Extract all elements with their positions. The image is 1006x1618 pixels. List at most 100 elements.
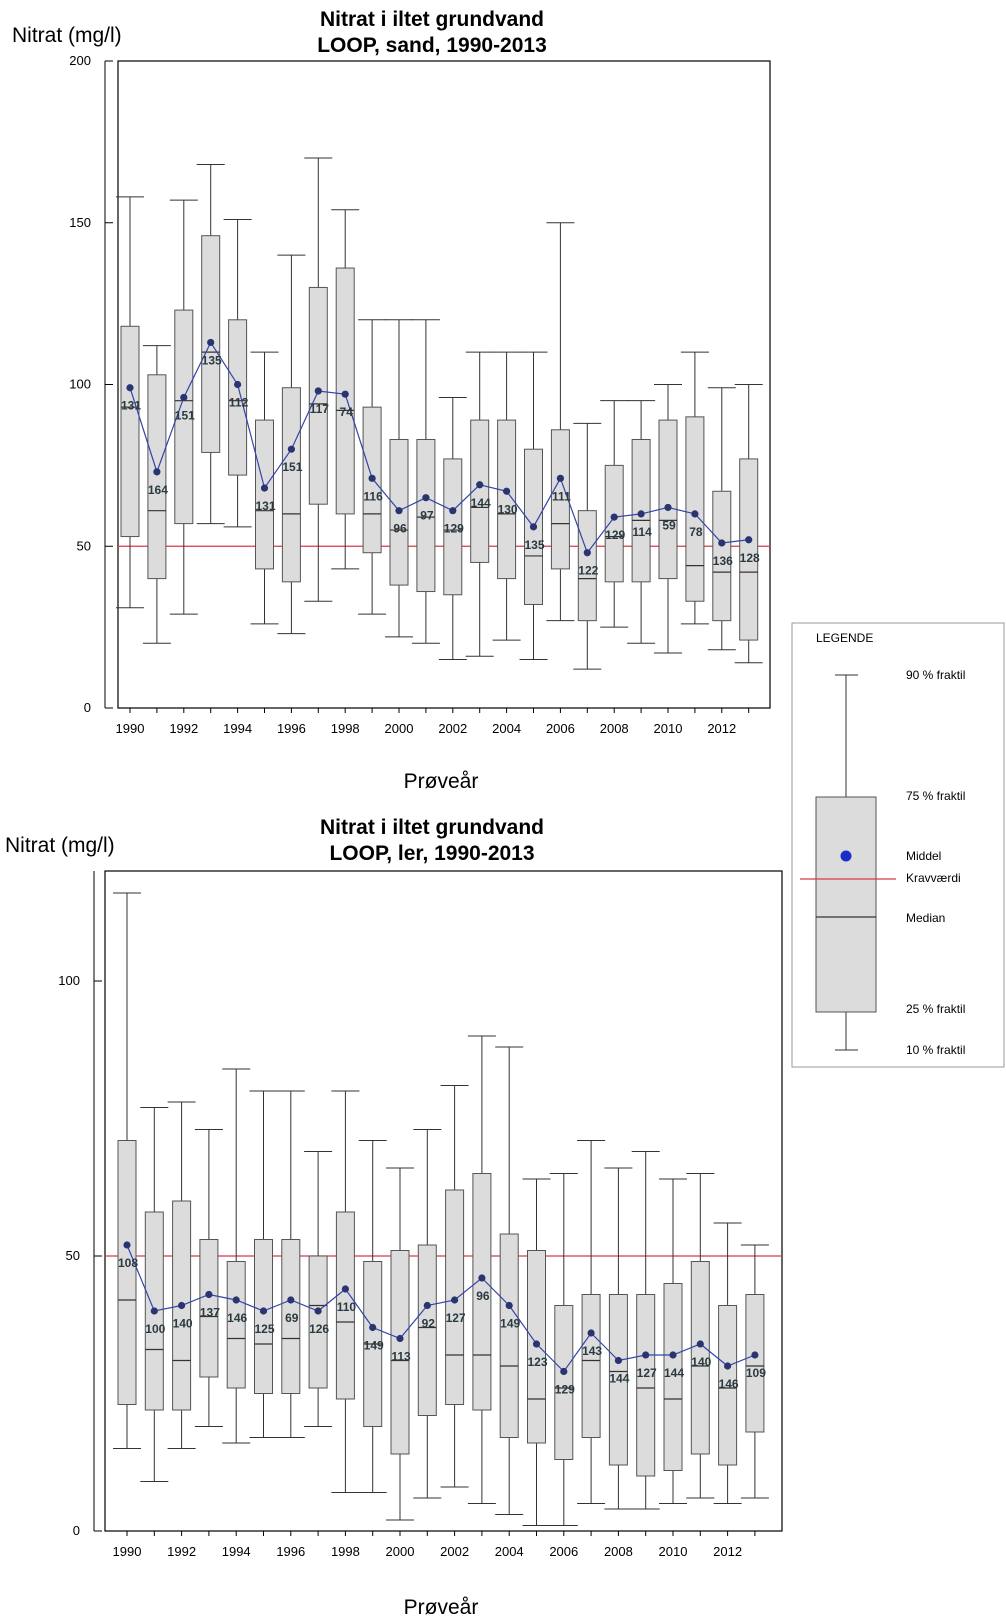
sample-count-label: 127: [637, 1366, 657, 1380]
x-tick-label: 2002: [440, 1544, 469, 1559]
chart-sand-title-line2: LOOP, sand, 1990-2013: [317, 34, 547, 57]
iqr-box: [577, 510, 597, 622]
chart-sand-x-axis-label: Prøveår: [404, 770, 479, 793]
sample-count-label: 144: [609, 1372, 629, 1386]
mean-point: [451, 1296, 459, 1304]
sample-count-label: 126: [309, 1322, 329, 1336]
mean-point: [180, 393, 188, 402]
sample-count-label: 131: [255, 499, 275, 513]
x-tick-label: 2008: [600, 721, 629, 736]
sample-count-label: 96: [393, 522, 407, 536]
mean-point: [610, 513, 618, 521]
legend-label-requirement: Kravværdi: [906, 871, 961, 885]
mean-point: [395, 507, 403, 515]
legend-label-mean: Middel: [906, 849, 941, 863]
chart-sand-title-line1: Nitrat i iltet grundvand: [320, 8, 544, 31]
iqr-box: [174, 309, 194, 525]
mean-point: [642, 1351, 650, 1359]
x-tick-label: 1990: [116, 721, 145, 736]
mean-point: [556, 474, 565, 482]
sample-count-label: 135: [202, 353, 222, 367]
mean-point: [260, 484, 269, 492]
sample-count-label: 108: [118, 1256, 138, 1270]
mean-point: [287, 445, 295, 453]
x-tick-label: 1998: [331, 721, 360, 736]
mean-point: [369, 1323, 377, 1332]
iqr-box: [745, 1294, 765, 1433]
sample-count-label: 146: [719, 1377, 739, 1391]
sample-count-label: 92: [422, 1317, 436, 1331]
sample-count-label: 135: [524, 538, 544, 552]
sample-count-label: 136: [713, 554, 733, 568]
x-tick-label: 1994: [222, 1544, 251, 1559]
iqr-box: [281, 1239, 301, 1394]
mean-point: [587, 1329, 595, 1337]
iqr-box: [472, 1173, 492, 1411]
mean-point: [614, 1356, 623, 1365]
mean-point: [724, 1362, 732, 1370]
sample-count-label: 112: [229, 396, 249, 410]
iqr-box: [712, 490, 732, 622]
mean-point: [745, 536, 753, 544]
mean-point: [259, 1307, 268, 1315]
mean-point: [396, 1334, 404, 1343]
iqr-box: [308, 1255, 328, 1389]
y-tick-label: 0: [73, 1523, 80, 1538]
iqr-box: [608, 1294, 628, 1466]
legend-box: [815, 796, 877, 1013]
mean-point: [287, 1296, 295, 1304]
iqr-box: [147, 374, 167, 580]
mean-point: [126, 384, 134, 392]
iqr-box: [690, 1261, 710, 1455]
mean-point: [368, 474, 376, 482]
mean-point: [423, 1301, 431, 1310]
sample-count-label: 143: [582, 1344, 602, 1358]
y-tick-label: 50: [66, 1248, 80, 1263]
mean-point: [751, 1351, 759, 1359]
x-tick-label: 2006: [546, 721, 575, 736]
chart-ler: Nitrat i iltet grundvand LOOP, ler, 1990…: [5, 816, 783, 1618]
legend-label-p90: 90 % fraktil: [906, 668, 965, 682]
legend-label-p10: 10 % fraktil: [906, 1043, 965, 1057]
y-tick-label: 100: [69, 377, 91, 392]
iqr-box: [117, 1140, 137, 1405]
iqr-box: [554, 1305, 574, 1460]
sample-count-label: 129: [444, 522, 464, 536]
x-tick-label: 2008: [604, 1544, 633, 1559]
mean-point: [669, 1351, 677, 1359]
legend-label-p25: 25 % fraktil: [906, 1002, 965, 1016]
mean-point: [718, 539, 726, 547]
iqr-box: [470, 419, 490, 563]
iqr-box: [718, 1305, 738, 1466]
iqr-box: [390, 1250, 410, 1455]
mean-point: [478, 1274, 486, 1282]
chart-ler-y-axis-label: Nitrat (mg/l): [5, 834, 115, 857]
mean-point: [153, 468, 161, 476]
sample-count-label: 122: [578, 564, 598, 578]
legend-title: LEGENDE: [816, 631, 873, 645]
iqr-box: [497, 419, 517, 580]
sample-count-label: 137: [200, 1306, 220, 1320]
iqr-box: [255, 419, 274, 570]
mean-point: [637, 510, 645, 518]
iqr-box: [416, 438, 436, 593]
x-tick-label: 2002: [438, 721, 467, 736]
x-tick-label: 2004: [495, 1544, 524, 1559]
sample-count-label: 131: [121, 399, 141, 413]
mean-line: [126, 1244, 756, 1373]
iqr-box: [663, 1283, 683, 1471]
x-tick-label: 2006: [549, 1544, 578, 1559]
mean-point: [234, 380, 242, 389]
sample-count-label: 149: [500, 1317, 520, 1331]
sample-count-label: 96: [476, 1289, 490, 1303]
y-tick-label: 150: [69, 215, 91, 230]
mean-point: [314, 387, 322, 395]
mean-point: [422, 494, 430, 502]
x-tick-label: 2010: [659, 1544, 688, 1559]
mean-point: [560, 1367, 568, 1376]
x-tick-label: 2012: [713, 1544, 742, 1559]
mean-point: [207, 338, 215, 347]
sample-count-label: 69: [285, 1311, 299, 1325]
sample-count-label: 149: [364, 1339, 384, 1353]
